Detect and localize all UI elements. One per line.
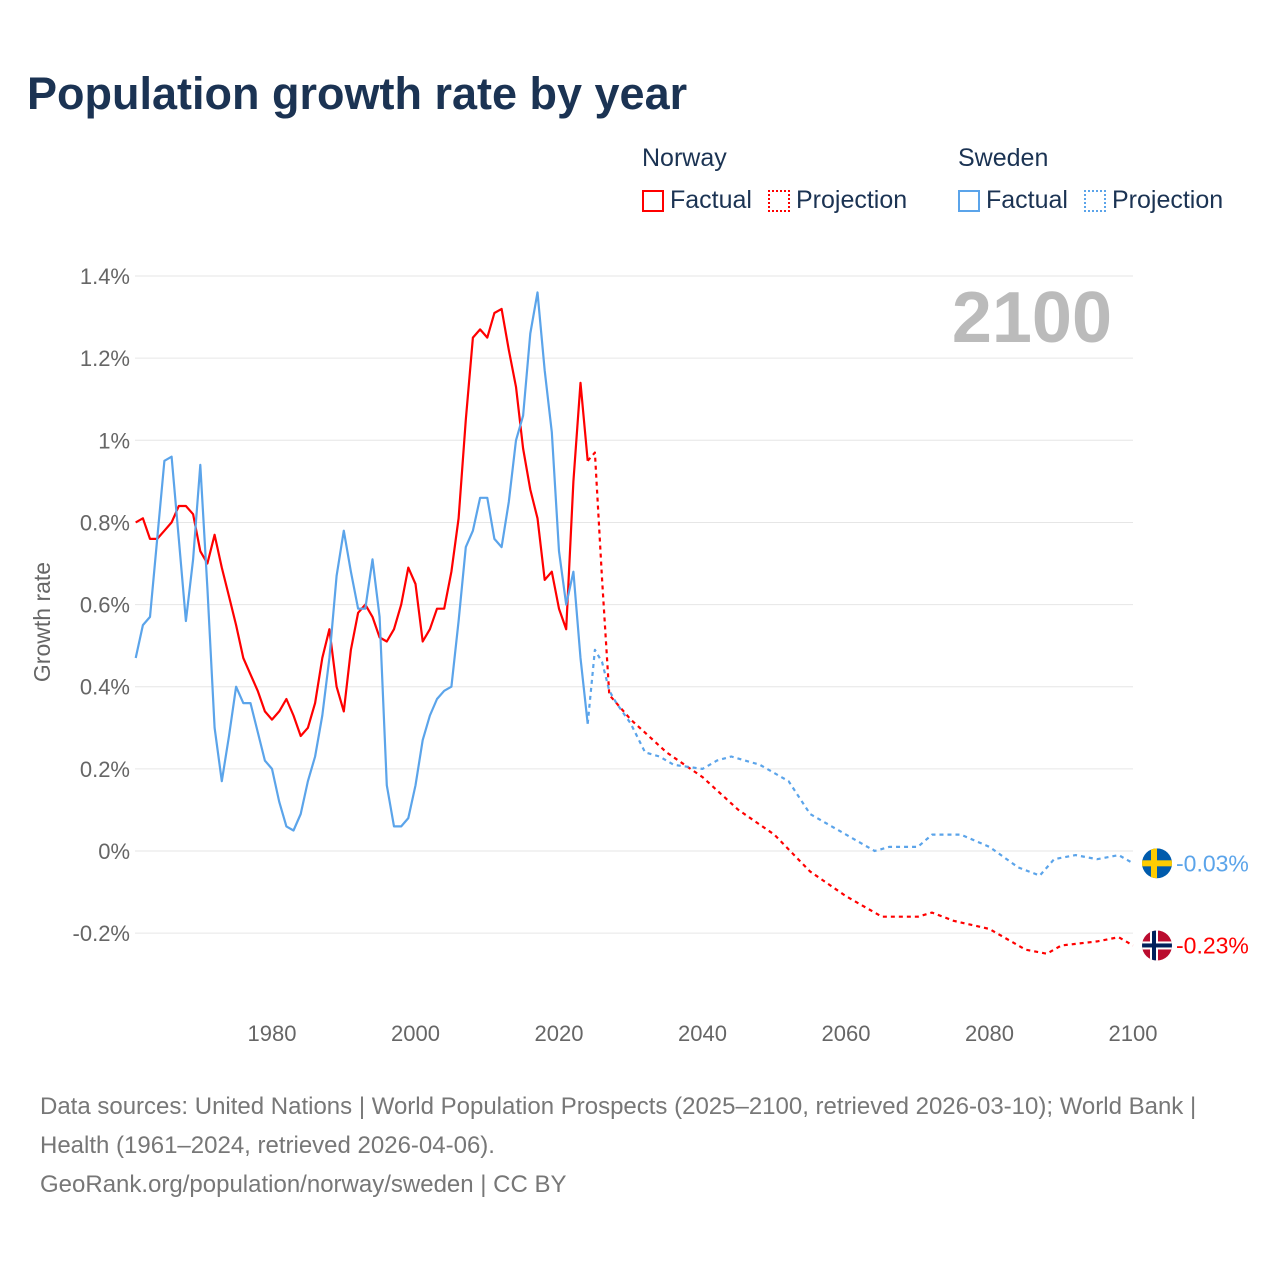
y-tick-label: 0.2% <box>80 757 130 782</box>
y-tick-label: 0.6% <box>80 593 130 618</box>
dotted-swatch-icon <box>767 189 790 212</box>
sweden-flag-icon <box>1142 848 1172 879</box>
x-tick-label: 2100 <box>1109 1021 1158 1046</box>
legend-sweden: Sweden Factual Projection <box>958 144 1223 215</box>
y-tick-label: 1.2% <box>80 346 130 371</box>
end-value-label: -0.23% <box>1176 932 1249 958</box>
x-tick-label: 2080 <box>965 1021 1014 1046</box>
x-tick-label: 2040 <box>678 1021 727 1046</box>
legend-group-name: Norway <box>642 144 727 172</box>
legend-label: Projection <box>1111 186 1224 214</box>
legend-label: Factual <box>986 186 1068 214</box>
legend-group-name: Sweden <box>958 144 1049 172</box>
footer: Data sources: United Nations | World Pop… <box>40 1087 1240 1204</box>
legend-sweden-projection[interactable]: Projection <box>1083 186 1224 215</box>
y-tick-label: -0.2% <box>73 921 130 946</box>
legend-sweden-factual[interactable]: Factual <box>958 186 1068 215</box>
x-tick-label: 2020 <box>535 1021 584 1046</box>
legend-norway-factual[interactable]: Factual <box>642 186 752 215</box>
norway-flag-icon <box>1142 930 1172 961</box>
solid-swatch-icon <box>642 189 664 212</box>
solid-swatch-icon <box>958 189 980 212</box>
x-tick-label: 2000 <box>391 1021 440 1046</box>
y-axis-label: Growth rate <box>29 562 55 682</box>
y-tick-label: 1.4% <box>80 264 130 289</box>
series-line-sweden-factual[interactable] <box>134 291 589 832</box>
source-link[interactable]: GeoRank.org/population/norway/sweden | C… <box>40 1171 567 1198</box>
y-tick-label: 0.8% <box>80 510 130 535</box>
y-tick-label: 0% <box>98 839 130 864</box>
dotted-swatch-icon <box>1083 189 1106 212</box>
series-line-sweden-projection[interactable] <box>586 648 1134 877</box>
end-value-label: -0.03% <box>1176 850 1249 876</box>
y-tick-label: 1% <box>98 428 130 453</box>
year-badge: 2100 <box>952 278 1112 358</box>
legend-norway-projection[interactable]: Projection <box>767 186 908 215</box>
legend-norway: Norway Factual Projection <box>642 144 907 215</box>
chart-title: Population growth rate by year <box>27 68 688 119</box>
x-tick-label: 2060 <box>822 1021 871 1046</box>
legend-label: Factual <box>670 186 752 214</box>
legend-label: Projection <box>795 186 908 214</box>
series-line-norway-projection[interactable] <box>586 451 1134 955</box>
y-tick-label: 0.4% <box>80 675 130 700</box>
x-tick-label: 1980 <box>248 1021 297 1046</box>
data-sources: Data sources: United Nations | World Pop… <box>40 1093 1197 1159</box>
